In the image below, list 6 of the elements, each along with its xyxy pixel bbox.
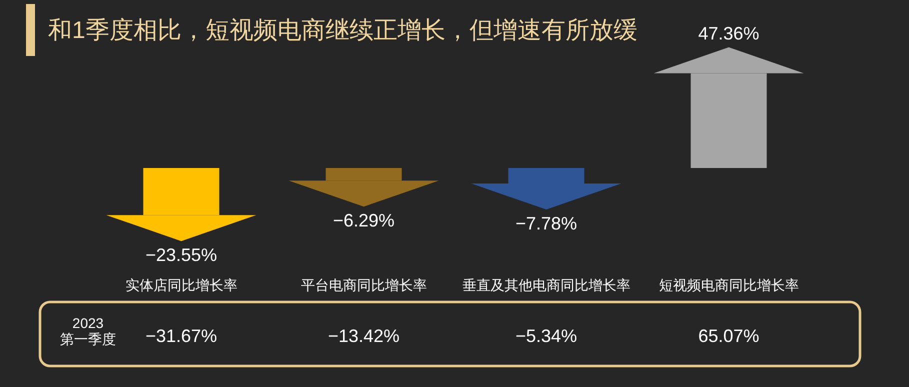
annotation: 2023 第一季度 xyxy=(60,315,116,348)
title: 和1季度相比，短视频电商继续正增长，但增速有所放缓 xyxy=(48,17,638,44)
annotation: −5.34% xyxy=(515,326,578,346)
annotation: −31.67% xyxy=(145,326,218,346)
annotation: −13.42% xyxy=(328,326,400,346)
annotation: 65.07% xyxy=(698,326,760,346)
